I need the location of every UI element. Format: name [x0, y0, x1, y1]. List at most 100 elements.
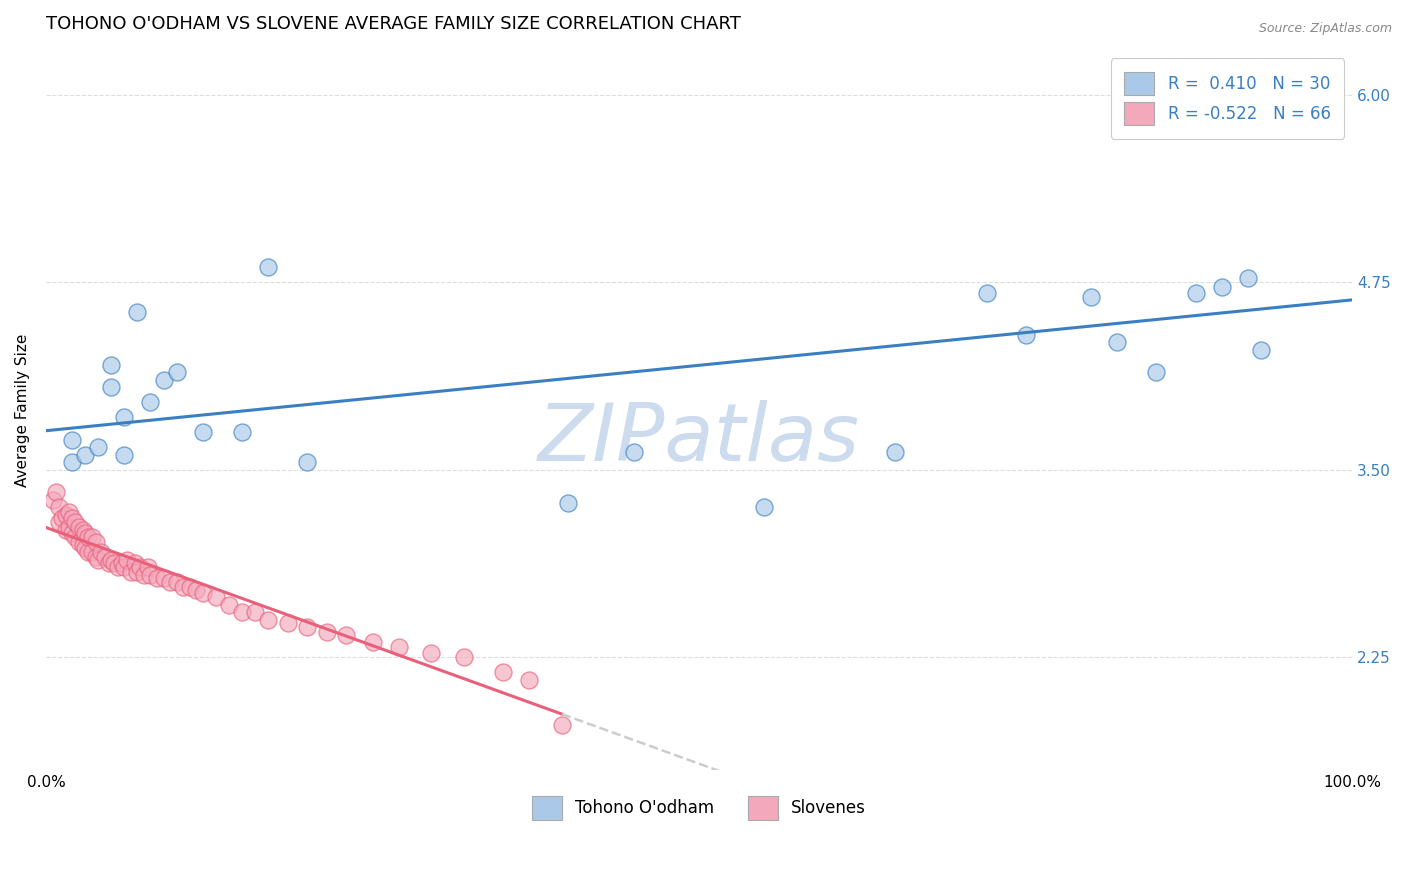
Point [231, 606, 253, 620]
Point [112, 410, 135, 425]
Point [132, 568, 155, 582]
Point [100, 553, 122, 567]
Point [551, 718, 574, 732]
Point [1107, 335, 1129, 350]
Point [492, 665, 515, 680]
Point [94, 549, 117, 564]
Point [67, 520, 90, 534]
Point [1250, 343, 1272, 357]
Point [97, 556, 120, 570]
Point [120, 565, 142, 579]
Point [51, 511, 73, 525]
Point [76, 545, 98, 559]
Point [87, 553, 110, 567]
Point [884, 445, 907, 459]
Point [243, 606, 266, 620]
Point [84, 549, 107, 564]
Point [87, 441, 110, 455]
Point [1289, 106, 1312, 120]
Point [100, 380, 122, 394]
Point [124, 556, 146, 570]
Point [186, 582, 208, 597]
Point [152, 571, 174, 585]
Point [103, 556, 125, 570]
Point [361, 635, 384, 649]
Point [60, 455, 83, 469]
Point [1080, 290, 1102, 304]
Point [72, 538, 94, 552]
Point [107, 560, 129, 574]
Point [1211, 280, 1233, 294]
Point [112, 560, 135, 574]
Point [179, 580, 201, 594]
Point [100, 358, 122, 372]
Point [48, 500, 70, 515]
Point [63, 516, 86, 530]
Point [257, 613, 280, 627]
Point [297, 455, 319, 469]
Point [388, 640, 411, 654]
Point [297, 620, 319, 634]
Point [80, 545, 103, 559]
Point [517, 673, 540, 687]
Point [127, 305, 149, 319]
Point [976, 285, 998, 300]
Text: ZIPatlas: ZIPatlas [538, 400, 860, 478]
Point [159, 575, 181, 590]
Point [204, 591, 226, 605]
Legend: Tohono O'odham, Slovenes: Tohono O'odham, Slovenes [526, 789, 873, 827]
Point [139, 395, 162, 409]
Point [231, 425, 253, 440]
Point [55, 508, 77, 522]
Point [172, 580, 194, 594]
Point [166, 365, 188, 379]
Point [191, 586, 214, 600]
Point [76, 531, 98, 545]
Point [60, 433, 83, 447]
Point [60, 525, 83, 540]
Point [58, 520, 80, 534]
Point [129, 560, 152, 574]
Point [63, 531, 86, 545]
Point [115, 553, 138, 567]
Y-axis label: Average Family Size: Average Family Size [15, 334, 30, 487]
Point [335, 628, 357, 642]
Point [75, 525, 97, 540]
Point [1144, 365, 1167, 379]
Point [557, 496, 579, 510]
Point [623, 445, 645, 459]
Point [111, 556, 134, 570]
Point [315, 624, 337, 639]
Point [257, 260, 280, 275]
Point [191, 425, 214, 440]
Point [45, 485, 67, 500]
Point [136, 560, 159, 574]
Point [754, 500, 776, 515]
Point [218, 598, 240, 612]
Point [152, 373, 174, 387]
Text: TOHONO O'ODHAM VS SLOVENE AVERAGE FAMILY SIZE CORRELATION CHART: TOHONO O'ODHAM VS SLOVENE AVERAGE FAMILY… [46, 15, 741, 33]
Point [139, 568, 162, 582]
Point [166, 575, 188, 590]
Point [67, 535, 90, 549]
Point [127, 565, 149, 579]
Point [1236, 271, 1258, 285]
Point [1184, 285, 1206, 300]
Point [1015, 327, 1038, 342]
Point [90, 545, 112, 559]
Point [48, 516, 70, 530]
Point [112, 448, 135, 462]
Point [420, 646, 443, 660]
Point [80, 531, 103, 545]
Point [75, 541, 97, 555]
Point [55, 523, 77, 537]
Point [41, 492, 63, 507]
Point [75, 448, 97, 462]
Point [277, 615, 299, 630]
Point [146, 571, 169, 585]
Text: Source: ZipAtlas.com: Source: ZipAtlas.com [1258, 22, 1392, 36]
Point [453, 650, 475, 665]
Point [58, 505, 80, 519]
Point [60, 511, 83, 525]
Point [72, 523, 94, 537]
